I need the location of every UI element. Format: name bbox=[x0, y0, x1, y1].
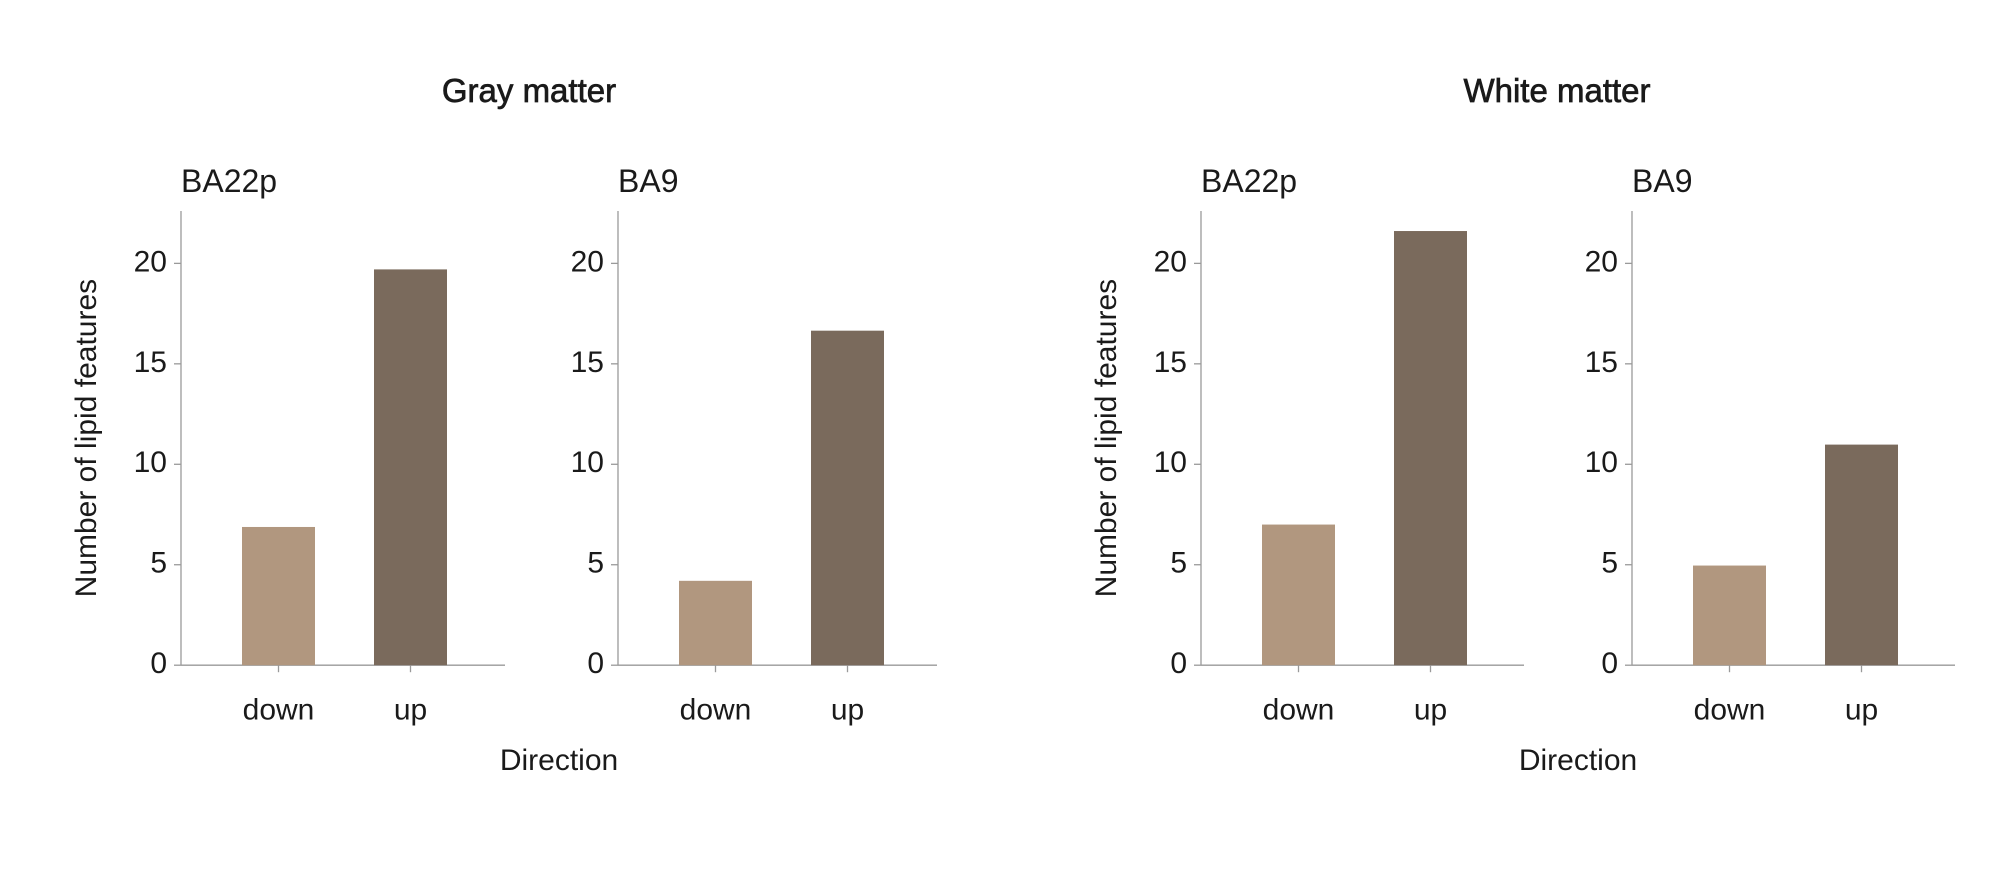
svg-text:BA22p: BA22p bbox=[1201, 163, 1297, 199]
svg-text:10: 10 bbox=[571, 446, 604, 479]
svg-text:BA9: BA9 bbox=[618, 163, 678, 199]
svg-text:10: 10 bbox=[1585, 446, 1618, 479]
svg-text:up: up bbox=[1845, 694, 1878, 727]
svg-text:5: 5 bbox=[1170, 547, 1187, 580]
svg-text:20: 20 bbox=[1585, 245, 1618, 278]
svg-text:0: 0 bbox=[1170, 647, 1187, 680]
svg-text:15: 15 bbox=[1154, 346, 1187, 379]
svg-text:down: down bbox=[243, 694, 315, 727]
svg-text:15: 15 bbox=[571, 346, 604, 379]
svg-text:5: 5 bbox=[150, 547, 167, 580]
svg-text:5: 5 bbox=[1601, 547, 1618, 580]
svg-text:5: 5 bbox=[587, 547, 604, 580]
svg-text:Number of lipid features: Number of lipid features bbox=[70, 279, 103, 597]
svg-text:20: 20 bbox=[134, 245, 167, 278]
svg-text:20: 20 bbox=[571, 245, 604, 278]
svg-text:Gray matter: Gray matter bbox=[442, 72, 616, 109]
svg-text:Direction: Direction bbox=[1519, 744, 1637, 777]
svg-text:15: 15 bbox=[134, 346, 167, 379]
svg-text:Number of lipid features: Number of lipid features bbox=[1090, 279, 1123, 597]
svg-text:up: up bbox=[831, 694, 864, 727]
svg-text:BA9: BA9 bbox=[1632, 163, 1692, 199]
svg-text:0: 0 bbox=[150, 647, 167, 680]
svg-text:down: down bbox=[1263, 694, 1335, 727]
svg-text:20: 20 bbox=[1154, 245, 1187, 278]
svg-text:10: 10 bbox=[134, 446, 167, 479]
svg-text:Direction: Direction bbox=[500, 744, 618, 777]
svg-text:BA22p: BA22p bbox=[181, 163, 277, 199]
svg-text:up: up bbox=[394, 694, 427, 727]
svg-text:White matter: White matter bbox=[1463, 72, 1650, 109]
svg-text:10: 10 bbox=[1154, 446, 1187, 479]
svg-text:0: 0 bbox=[587, 647, 604, 680]
svg-text:down: down bbox=[1694, 694, 1766, 727]
svg-text:15: 15 bbox=[1585, 346, 1618, 379]
svg-text:up: up bbox=[1414, 694, 1447, 727]
svg-text:0: 0 bbox=[1601, 647, 1618, 680]
svg-text:down: down bbox=[680, 694, 752, 727]
